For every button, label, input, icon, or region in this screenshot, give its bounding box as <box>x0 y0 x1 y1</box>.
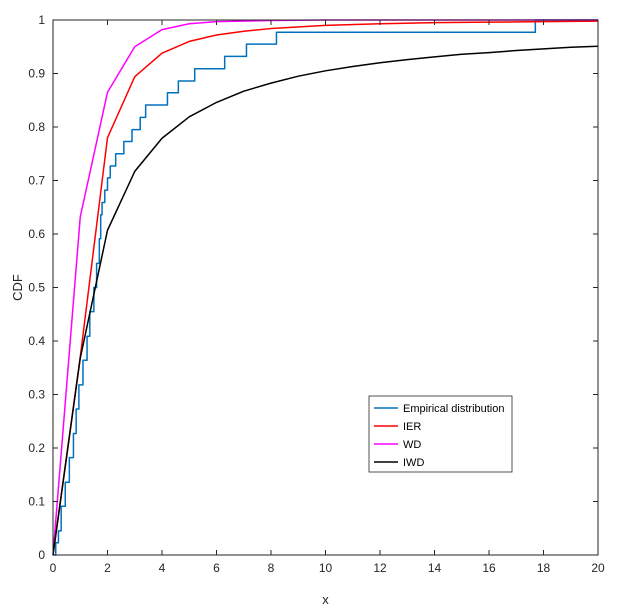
y-axis-title: CDF <box>10 274 25 301</box>
legend-label-3: WD <box>403 439 421 451</box>
x-tick-label: 20 <box>591 561 605 575</box>
x-tick-label: 0 <box>50 561 57 575</box>
y-tick-label: 0.9 <box>28 67 45 81</box>
y-tick-label: 0.3 <box>28 388 45 402</box>
y-tick-label: 0.2 <box>28 441 45 455</box>
x-tick-label: 14 <box>428 561 442 575</box>
x-axis-title: x <box>322 592 329 607</box>
y-tick-label: 0.8 <box>28 120 45 134</box>
x-tick-label: 8 <box>268 561 275 575</box>
series-line-4 <box>52 45 599 556</box>
y-tick-label: 1 <box>38 13 45 27</box>
x-tick-label: 2 <box>104 561 111 575</box>
ticks-layer <box>52 19 599 556</box>
plot-area <box>53 20 598 555</box>
x-tick-label: 6 <box>213 561 220 575</box>
x-tick-label: 12 <box>373 561 387 575</box>
series-layer <box>52 19 599 556</box>
x-tick-label: 16 <box>482 561 496 575</box>
series-line-2 <box>52 20 599 556</box>
y-tick-label: 0.7 <box>28 174 45 188</box>
tick-labels-layer: 0 2 4 6 8 10 12 14 16 18 20 0 0.1 0.2 0.3 0.4 0.5 0.6 0.7 0… <box>28 13 605 575</box>
legend-label-1: Empirical distribution <box>403 403 504 415</box>
x-tick-label: 4 <box>159 561 166 575</box>
x-tick-label: 10 <box>319 561 333 575</box>
x-tick-label: 18 <box>537 561 551 575</box>
y-tick-label: 0 <box>38 548 45 562</box>
series-line-1 <box>53 19 598 556</box>
legend-label-2: IER <box>403 421 421 433</box>
y-tick-label: 0.6 <box>28 227 45 241</box>
y-tick-label: 0.1 <box>28 495 45 509</box>
legend-items: Empirical distribution IER WD IWD <box>374 403 504 469</box>
y-tick-label: 0.5 <box>28 281 45 295</box>
y-tick-label: 0.4 <box>28 334 45 348</box>
legend: Empirical distribution IER WD IWD <box>368 395 513 473</box>
legend-label-4: IWD <box>403 457 424 469</box>
